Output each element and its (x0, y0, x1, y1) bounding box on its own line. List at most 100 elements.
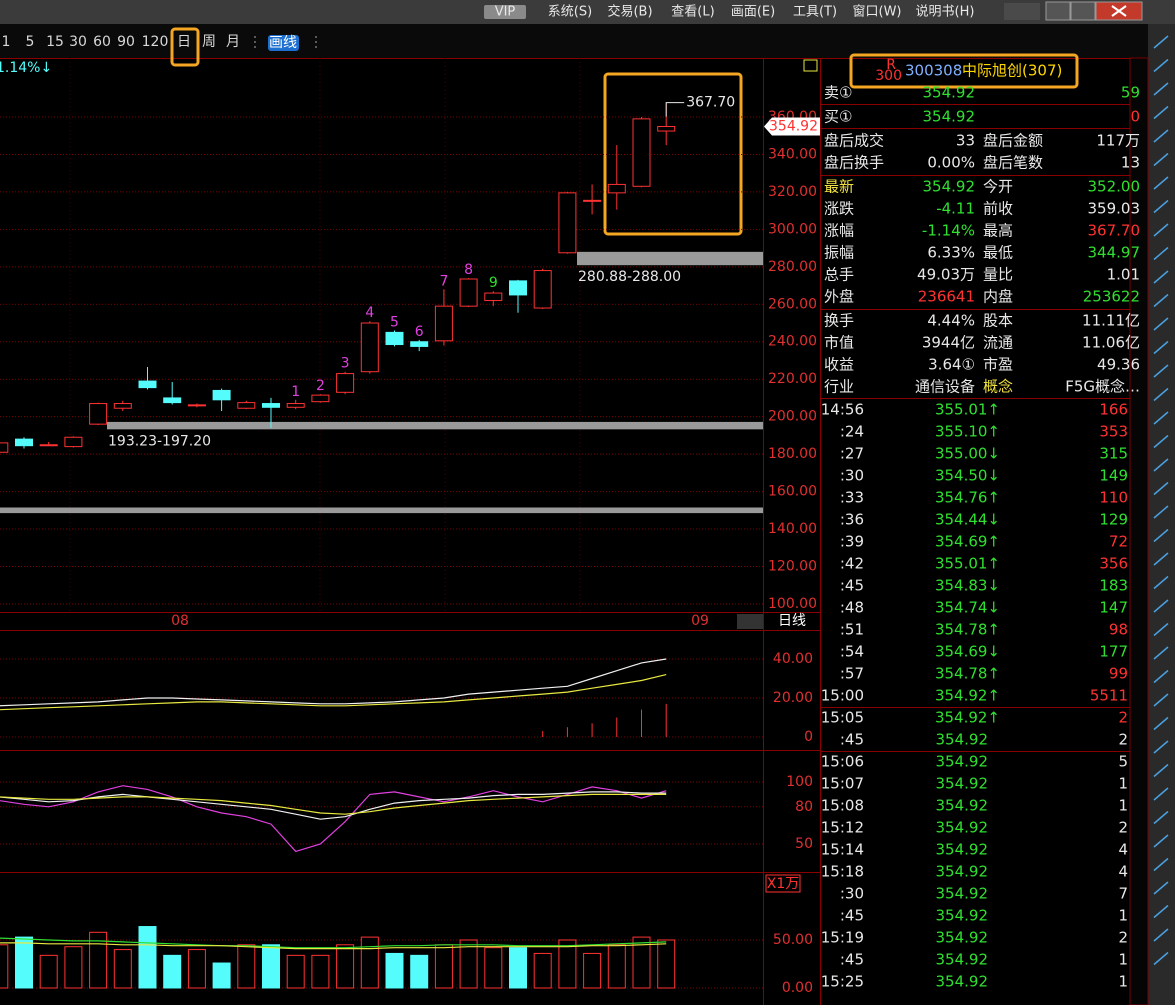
quote-label: 盘后金额 (983, 132, 1043, 150)
vip-badge[interactable] (484, 5, 526, 19)
volume-bar (39, 954, 58, 989)
max-btn[interactable] (1070, 1, 1096, 21)
quote-value: 117万 (1096, 132, 1140, 150)
y-tick-label: 40.00 (773, 651, 813, 667)
tool-icon (1153, 129, 1169, 143)
menu-item[interactable]: 画面(E) (731, 5, 775, 20)
period-label: 日线 (778, 613, 806, 629)
y-tick-label: 160.00 (768, 484, 817, 500)
restore-btn[interactable] (1004, 3, 1040, 20)
period-button[interactable]: 周 (202, 34, 216, 50)
quote-label: 盘后笔数 (983, 154, 1043, 172)
volume-bar (385, 952, 404, 989)
scroll-button[interactable] (737, 614, 763, 629)
seq-label: 9 (489, 275, 498, 291)
volume-bar (336, 944, 355, 989)
indicator-line (0, 658, 667, 707)
candle-body (385, 331, 404, 346)
quote-label: 振幅 (824, 244, 854, 262)
period-button[interactable]: 30 (69, 34, 87, 50)
menu-item[interactable]: 窗口(W) (853, 4, 902, 20)
menu-item[interactable]: 交易(B) (607, 4, 652, 20)
tick-volume: 2 (1118, 731, 1128, 749)
period-button[interactable]: 90 (117, 34, 135, 50)
tick-time: 15:25 (821, 973, 864, 991)
panel-borders (0, 58, 1130, 1005)
seq-label: 8 (464, 262, 473, 278)
tick-volume: 5511 (1090, 687, 1128, 705)
quote-label: 总手 (824, 266, 854, 284)
y-tick-label: 80 (795, 799, 813, 815)
tool-icon (1153, 58, 1169, 73)
tool-icon (1153, 834, 1169, 848)
volume-bar (583, 952, 602, 989)
tool-icon (1153, 528, 1169, 543)
quote-label: 涨跌 (824, 200, 854, 218)
volume-bar (64, 946, 83, 989)
candle-body (583, 199, 602, 202)
period-button[interactable]: 60 (93, 34, 111, 50)
quote-value: 236641 (918, 288, 975, 306)
tick-time: 15:14 (821, 841, 864, 859)
quote-value: 11.11亿 (1082, 312, 1140, 330)
period-button[interactable]: 1 (2, 34, 11, 50)
draw-button-bg[interactable] (268, 35, 299, 51)
tool-icon (1153, 434, 1169, 449)
period-button[interactable]: 5 (26, 34, 35, 50)
menu-item[interactable]: 工具(T) (793, 5, 837, 20)
menu-item[interactable]: 系统(S) (548, 5, 592, 20)
menu-item[interactable]: 说明书(H) (916, 5, 975, 20)
quote-value: 49.03万 (917, 266, 975, 284)
draw-button: 画线 (269, 35, 297, 51)
y-tick-label: 300.00 (768, 221, 817, 237)
change-label: 1.14%↓ (0, 60, 52, 76)
tool-icon (1153, 505, 1169, 519)
period-button[interactable]: 120 (142, 34, 169, 50)
tick-volume: 72 (1109, 533, 1128, 551)
quote-label: 最高 (983, 222, 1013, 240)
period-button[interactable]: 月 (226, 34, 240, 50)
menu-item[interactable]: 查看(L) (671, 4, 714, 20)
scrollbar[interactable] (1129, 57, 1149, 1005)
tick-price: 354.92 (936, 819, 989, 837)
tick-time: 15:06 (821, 753, 864, 771)
layout-toggle[interactable] (803, 59, 818, 72)
quote-label: 行业 (824, 378, 854, 396)
tick-time: 15:12 (821, 819, 864, 837)
period-button[interactable]: 15 (46, 34, 64, 50)
book-label: 卖① (824, 84, 852, 102)
tick-time: :30 (840, 885, 864, 903)
tool-icon (1153, 152, 1169, 167)
period-button[interactable]: 日 (177, 34, 191, 50)
quote-value: 354.92 (923, 178, 976, 196)
volume-bar (163, 954, 182, 989)
tick-time: :27 (840, 445, 864, 463)
tool-icon (1153, 82, 1169, 96)
min-btn[interactable] (1045, 1, 1071, 21)
tick-time: :30 (840, 467, 864, 485)
tool-icon (1153, 763, 1169, 778)
tick-price: 354.69↓ (935, 643, 1000, 661)
tick-price: 354.50↓ (935, 467, 1000, 485)
tick-price: 354.92 (936, 929, 989, 947)
tick-time: 15:07 (821, 775, 864, 793)
tick-time: :45 (840, 731, 864, 749)
quote-label: 今开 (983, 178, 1013, 196)
tick-price: 355.01↑ (935, 555, 1000, 573)
tick-price: 354.92 (936, 797, 989, 815)
candle-body (286, 403, 305, 408)
tool-icon (1153, 575, 1169, 590)
tick-time: :45 (840, 951, 864, 969)
book-price: 354.92 (923, 108, 976, 126)
candle-body (138, 380, 157, 389)
volume-bar (89, 931, 108, 989)
tool-icon (1153, 105, 1169, 120)
vip-label: VIP (495, 5, 516, 20)
tool-icon (1153, 552, 1169, 566)
tool-icon (1153, 646, 1169, 660)
quote-label: 流通 (983, 334, 1013, 352)
quote-value: 344.97 (1088, 244, 1141, 262)
tick-volume: 1 (1118, 907, 1128, 925)
side-icons (1153, 35, 1169, 966)
tick-volume: 149 (1099, 467, 1128, 485)
